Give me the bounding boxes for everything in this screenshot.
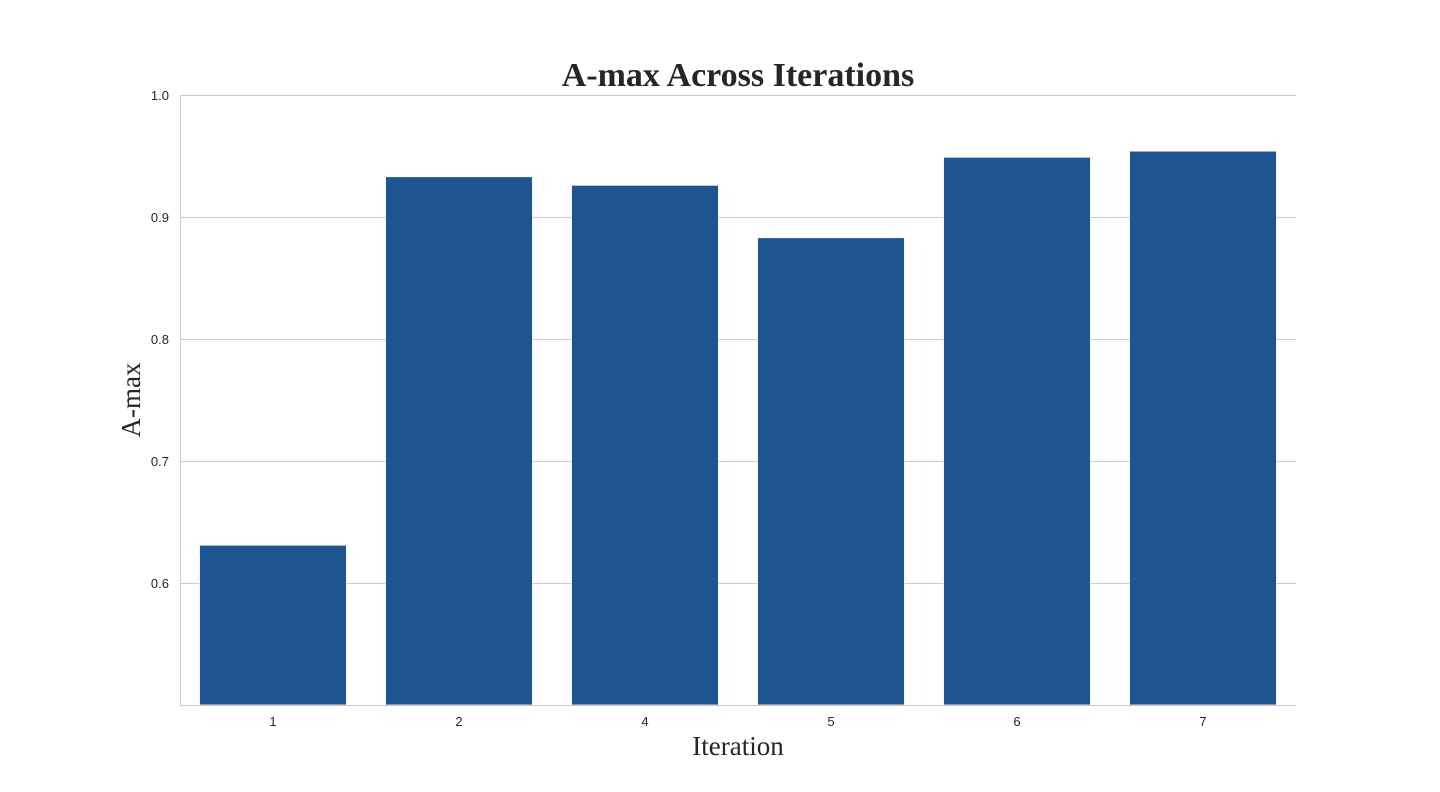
- bar-iteration-4: [571, 184, 719, 706]
- x-tick-label: 4: [641, 714, 648, 729]
- bar-iteration-5: [757, 237, 905, 706]
- bar-iteration-7: [1129, 150, 1277, 706]
- x-tick-label: 1: [269, 714, 276, 729]
- y-tick-label: 0.7: [151, 454, 169, 469]
- bar-iteration-2: [385, 176, 533, 706]
- bars: [199, 150, 1277, 706]
- y-tick-label: 0.8: [151, 332, 169, 347]
- bar-iteration-6: [943, 156, 1091, 706]
- x-tick-label: 2: [455, 714, 462, 729]
- x-axis-label: Iteration: [692, 731, 784, 761]
- y-tick-label: 0.9: [151, 210, 169, 225]
- y-gridlines: [180, 95, 1296, 584]
- x-tick-label: 5: [827, 714, 834, 729]
- x-tick-labels: 1 2 4 5 6 7: [269, 714, 1206, 729]
- y-axis-label: A-max: [116, 362, 146, 437]
- bar-iteration-1: [199, 544, 347, 706]
- y-tick-labels: 0.6 0.7 0.8 0.9 1.0: [151, 88, 169, 591]
- y-tick-label: 0.6: [151, 576, 169, 591]
- y-tick-label: 1.0: [151, 88, 169, 103]
- chart-title: A-max Across Iterations: [562, 57, 915, 94]
- x-tick-label: 7: [1199, 714, 1206, 729]
- x-tick-label: 6: [1013, 714, 1020, 729]
